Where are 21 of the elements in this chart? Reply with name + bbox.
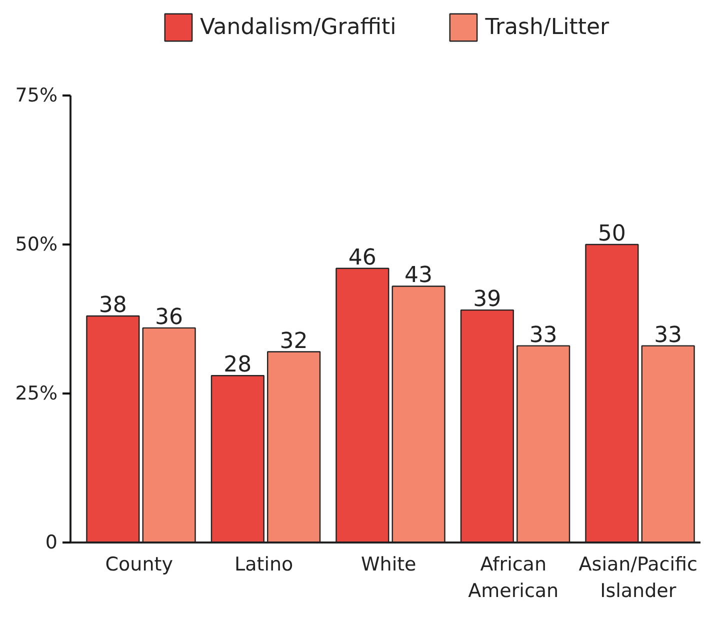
data-label: 50: [598, 222, 626, 246]
data-label: 46: [348, 245, 376, 270]
data-label: 36: [155, 304, 184, 330]
x-tick-label: White: [360, 554, 416, 576]
x-tick-label: Latino: [234, 554, 294, 576]
legend-label: Trash/Litter: [485, 14, 610, 40]
data-label: 39: [473, 287, 502, 312]
y-tick-label: 75%: [15, 84, 58, 106]
data-label: 38: [98, 293, 127, 318]
x-tick-label: Asian/Pacific Islander: [578, 554, 698, 602]
y-tick-label: 25%: [15, 382, 58, 404]
data-label: 28: [224, 352, 252, 378]
data-label: 33: [654, 322, 682, 348]
data-label: 32: [280, 328, 308, 354]
y-tick-label: 50%: [15, 234, 58, 256]
data-label: 43: [404, 263, 433, 288]
legend-label: Vandalism/Graffiti: [200, 14, 396, 40]
x-tick-label: County: [105, 554, 173, 576]
x-tick-label: African American: [468, 554, 559, 602]
data-label: 33: [529, 322, 558, 348]
y-tick-label: 0: [45, 532, 58, 554]
